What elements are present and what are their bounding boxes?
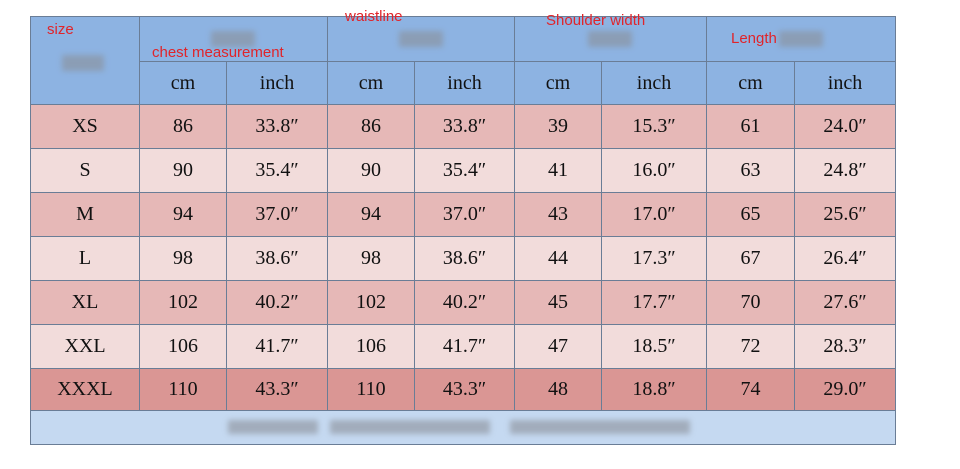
table-cell: 38.6″	[226, 236, 328, 281]
group-label: Length	[731, 30, 777, 47]
table-cell: S	[30, 148, 140, 193]
blurred-text	[62, 55, 104, 71]
table-cell: 17.3″	[601, 236, 707, 281]
group-label: waistline	[345, 8, 403, 25]
unit-cell: inch	[794, 61, 896, 105]
table-cell: 45	[514, 280, 602, 325]
table-cell: 43	[514, 192, 602, 237]
blurred-text	[228, 420, 318, 434]
group-label: chest measurement	[152, 44, 284, 61]
table-cell: 63	[706, 148, 795, 193]
table-cell: 24.0″	[794, 104, 896, 149]
table-cell: 110	[327, 368, 415, 411]
unit-cell: cm	[514, 61, 602, 105]
blurred-text	[330, 420, 490, 434]
table-cell: 41.7″	[414, 324, 515, 369]
table-cell: 38.6″	[414, 236, 515, 281]
blurred-text	[398, 31, 443, 47]
table-cell: 98	[327, 236, 415, 281]
table-cell: 35.4″	[414, 148, 515, 193]
table-cell: 26.4″	[794, 236, 896, 281]
table-cell: 35.4″	[226, 148, 328, 193]
table-cell: 74	[706, 368, 795, 411]
table-cell: 39	[514, 104, 602, 149]
unit-cell: inch	[226, 61, 328, 105]
table-cell: 28.3″	[794, 324, 896, 369]
table-cell: 61	[706, 104, 795, 149]
table-cell: 47	[514, 324, 602, 369]
table-cell: 72	[706, 324, 795, 369]
table-cell: 67	[706, 236, 795, 281]
table-cell: 24.8″	[794, 148, 896, 193]
table-cell: 27.6″	[794, 280, 896, 325]
unit-cell: cm	[706, 61, 795, 105]
table-cell: 17.0″	[601, 192, 707, 237]
table-cell: L	[30, 236, 140, 281]
table-cell: 90	[139, 148, 227, 193]
table-cell: 48	[514, 368, 602, 411]
table-cell: XXL	[30, 324, 140, 369]
size-label: size	[47, 21, 74, 38]
table-cell: 16.0″	[601, 148, 707, 193]
unit-cell: inch	[414, 61, 515, 105]
unit-cell: cm	[327, 61, 415, 105]
table-cell: 37.0″	[226, 192, 328, 237]
table-cell: 29.0″	[794, 368, 896, 411]
table-cell: 33.8″	[226, 104, 328, 149]
table-cell: 106	[139, 324, 227, 369]
table-cell: 65	[706, 192, 795, 237]
table-cell: 18.8″	[601, 368, 707, 411]
table-cell: 106	[327, 324, 415, 369]
table-cell: 43.3″	[414, 368, 515, 411]
table-cell: 90	[327, 148, 415, 193]
table-cell: 110	[139, 368, 227, 411]
unit-cell: cm	[139, 61, 227, 105]
blurred-text	[778, 31, 823, 47]
table-cell: 70	[706, 280, 795, 325]
table-cell: 94	[327, 192, 415, 237]
table-cell: 41.7″	[226, 324, 328, 369]
table-cell: 102	[327, 280, 415, 325]
table-cell: XS	[30, 104, 140, 149]
blurred-text	[588, 31, 632, 47]
table-cell: 43.3″	[226, 368, 328, 411]
table-cell: 18.5″	[601, 324, 707, 369]
group-label: Shoulder width	[546, 12, 646, 29]
blurred-text	[510, 420, 690, 434]
table-cell: 41	[514, 148, 602, 193]
table-cell: 98	[139, 236, 227, 281]
table-cell: 44	[514, 236, 602, 281]
table-cell: XXXL	[30, 368, 140, 411]
table-cell: 37.0″	[414, 192, 515, 237]
table-cell: M	[30, 192, 140, 237]
table-cell: 86	[327, 104, 415, 149]
table-cell: 15.3″	[601, 104, 707, 149]
unit-cell: inch	[601, 61, 707, 105]
table-cell: 25.6″	[794, 192, 896, 237]
table-cell: 40.2″	[414, 280, 515, 325]
table-cell: 86	[139, 104, 227, 149]
table-cell: 94	[139, 192, 227, 237]
table-cell: 17.7″	[601, 280, 707, 325]
table-cell: 33.8″	[414, 104, 515, 149]
table-cell: 40.2″	[226, 280, 328, 325]
blurred-text	[211, 31, 255, 47]
table-cell: XL	[30, 280, 140, 325]
table-cell: 102	[139, 280, 227, 325]
